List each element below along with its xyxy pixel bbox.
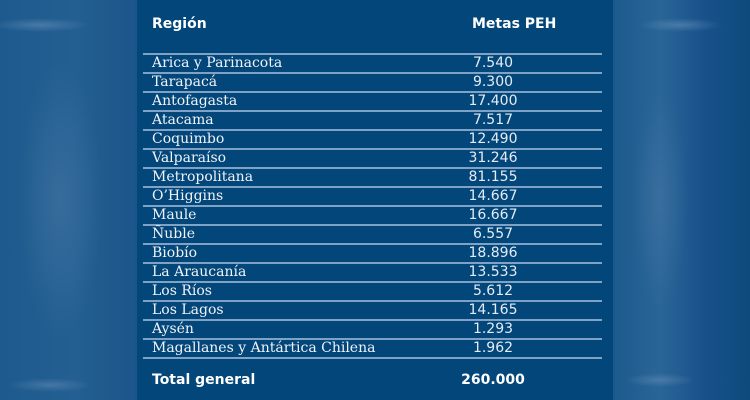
region-value: 1.962 (472, 340, 514, 356)
region-name: Metropolitana (152, 169, 254, 185)
region-name: O’Higgins (152, 188, 224, 204)
region-name: Antofagasta (152, 93, 238, 109)
region-value: 14.165 (468, 302, 518, 318)
region-name: Arica y Parinacota (152, 55, 283, 71)
region-name: Coquimbo (152, 131, 225, 147)
table-row: Los Lagos 14.165 (143, 302, 602, 321)
region-name: Biobío (152, 245, 198, 261)
table-row: Antofagasta 17.400 (143, 93, 602, 112)
table-body: Arica y Parinacota 7.540 Tarapacá 9.300 An… (143, 53, 602, 359)
table-row: Atacama 7.517 (143, 112, 602, 131)
region-name: Maule (152, 207, 197, 223)
region-value: 17.400 (468, 93, 518, 109)
region-name: Aysén (152, 321, 194, 337)
region-value: 81.155 (468, 169, 518, 185)
region-name: Valparaíso (152, 150, 227, 166)
table-row: Ñuble 6.557 (143, 226, 602, 245)
table-row: Arica y Parinacota 7.540 (143, 55, 602, 74)
table-row: Metropolitana 81.155 (143, 169, 602, 188)
table-row: La Araucanía 13.533 (143, 264, 602, 283)
region-value: 7.540 (472, 55, 514, 71)
region-name: Tarapacá (152, 74, 218, 90)
region-name: Los Ríos (152, 283, 212, 299)
table-panel: Región Metas PEH Arica y Parinacota 7.540… (137, 0, 613, 400)
header-metas-peh: Metas PEH (472, 16, 557, 32)
table-row: Maule 16.667 (143, 207, 602, 226)
table-row: Aysén 1.293 (143, 321, 602, 340)
table-row: O’Higgins 14.667 (143, 188, 602, 207)
total-label: Total general (152, 372, 256, 388)
region-name: Ñuble (152, 226, 195, 242)
table-row: Los Ríos 5.612 (143, 283, 602, 302)
region-value: 18.896 (468, 245, 518, 261)
region-value: 1.293 (472, 321, 514, 337)
region-value: 16.667 (468, 207, 518, 223)
total-row: Total general 260.000 (137, 372, 613, 392)
region-name: La Araucanía (152, 264, 247, 280)
region-value: 13.533 (468, 264, 518, 280)
table-row: Valparaíso 31.246 (143, 150, 602, 169)
total-value: 260.000 (461, 372, 525, 388)
table-header: Región Metas PEH (137, 16, 613, 36)
region-value: 12.490 (468, 131, 518, 147)
table-row: Biobío 18.896 (143, 245, 602, 264)
region-value: 9.300 (472, 74, 514, 90)
header-region: Región (152, 16, 207, 32)
table-row: Coquimbo 12.490 (143, 131, 602, 150)
region-name: Magallanes y Antártica Chilena (152, 340, 376, 356)
region-value: 5.612 (472, 283, 514, 299)
region-value: 7.517 (472, 112, 514, 128)
table-row: Magallanes y Antártica Chilena 1.962 (143, 340, 602, 359)
table-row: Tarapacá 9.300 (143, 74, 602, 93)
region-value: 6.557 (472, 226, 514, 242)
region-name: Los Lagos (152, 302, 224, 318)
region-value: 31.246 (468, 150, 518, 166)
region-name: Atacama (152, 112, 214, 128)
region-value: 14.667 (468, 188, 518, 204)
